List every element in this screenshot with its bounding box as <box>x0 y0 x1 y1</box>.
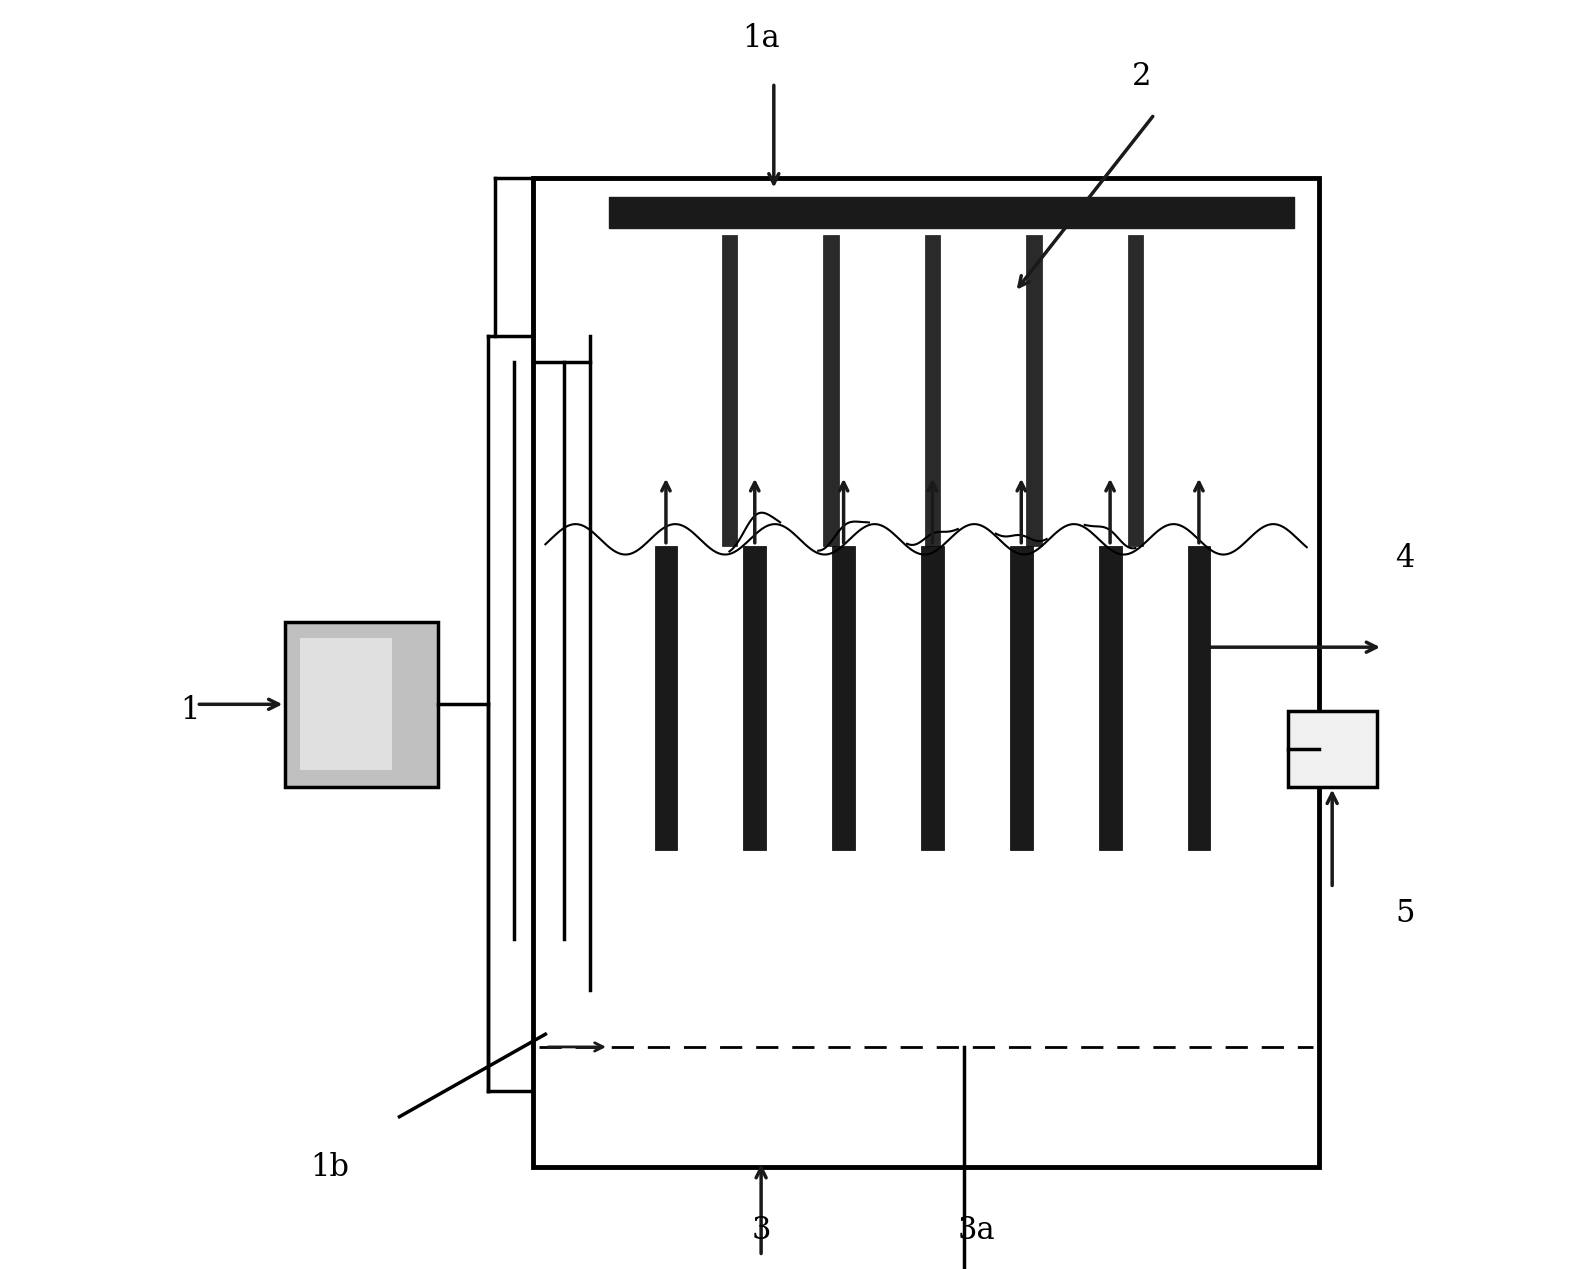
Text: 3a: 3a <box>958 1216 996 1246</box>
Text: 4: 4 <box>1395 543 1414 574</box>
Bar <box>300 638 392 770</box>
Bar <box>1010 546 1033 850</box>
Bar <box>1098 546 1122 850</box>
Bar <box>744 546 766 850</box>
Bar <box>654 546 678 850</box>
Text: 2: 2 <box>1133 61 1151 91</box>
Text: 3: 3 <box>752 1216 771 1246</box>
Bar <box>609 197 1295 228</box>
Text: 1b: 1b <box>310 1152 349 1183</box>
Bar <box>823 235 838 546</box>
Bar <box>1128 235 1144 546</box>
Bar <box>1288 711 1376 787</box>
Text: 1: 1 <box>181 695 200 726</box>
Text: 1a: 1a <box>742 23 780 53</box>
Bar <box>533 178 1320 1167</box>
Bar <box>922 546 944 850</box>
Bar <box>925 235 941 546</box>
Text: 5: 5 <box>1395 898 1416 929</box>
Bar <box>722 235 738 546</box>
Bar <box>832 546 856 850</box>
Bar <box>1188 546 1210 850</box>
Bar <box>285 622 437 787</box>
Bar <box>1026 235 1041 546</box>
